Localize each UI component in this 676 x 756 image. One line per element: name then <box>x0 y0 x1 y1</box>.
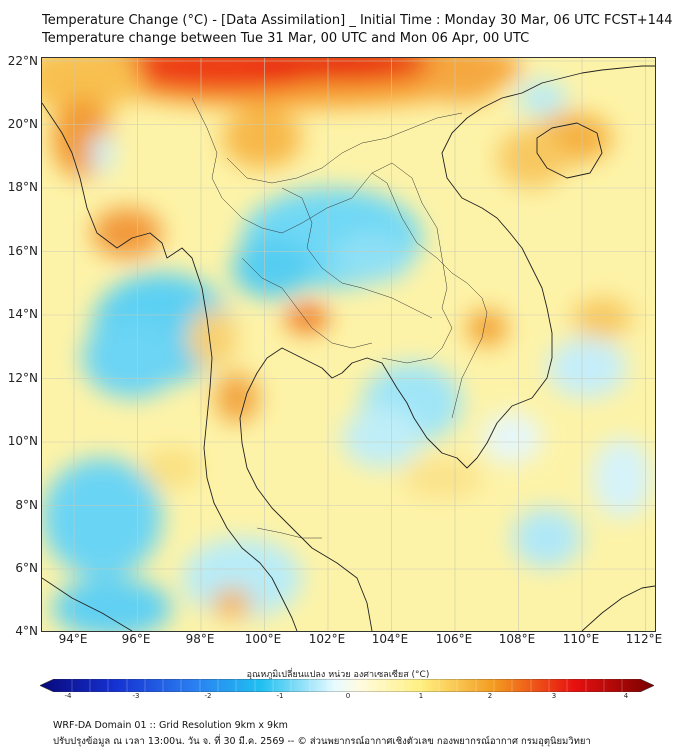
colorbar-tick-1: 1 <box>418 692 424 700</box>
temperature-field <box>42 58 652 631</box>
colorbar-tick-minus4: -4 <box>64 692 72 700</box>
lat-label-18n: 18°N <box>7 180 38 194</box>
lat-label-10n: 10°N <box>7 434 38 448</box>
lat-label-14n: 14°N <box>7 307 38 321</box>
lat-label-20n: 20°N <box>7 117 38 131</box>
lat-lon-grid <box>42 58 655 631</box>
lon-label-108e: 108°E <box>498 632 536 646</box>
colorbar-tick-minus2: -2 <box>204 692 212 700</box>
colorbar-tick-0: 0 <box>345 692 351 700</box>
lat-label-16n: 16°N <box>7 244 38 258</box>
map-canvas <box>42 58 655 631</box>
colorbar <box>40 679 654 692</box>
lat-label-6n: 6°N <box>15 561 38 575</box>
lon-label-94e: 94°E <box>58 632 88 646</box>
colorbar-tick-3: 3 <box>551 692 557 700</box>
chart-subtitle: Temperature change between Tue 31 Mar, 0… <box>42 31 530 46</box>
lon-label-110e: 110°E <box>562 632 600 646</box>
lon-label-100e: 100°E <box>244 632 282 646</box>
colorbar-tick-minus3: -3 <box>132 692 140 700</box>
lon-label-98e: 98°E <box>185 632 215 646</box>
country-borders <box>191 97 488 539</box>
colorbar-title: อุณหภูมิเปลี่ยนแปลง หน่วย องศาเซลเซียส (… <box>246 670 430 680</box>
temperature-change-map <box>41 57 656 632</box>
lon-label-112e: 112°E <box>625 632 663 646</box>
colorbar-tick-2: 2 <box>487 692 493 700</box>
colorbar-segments <box>71 679 623 692</box>
colorbar-tick-4: 4 <box>623 692 629 700</box>
lat-label-12n: 12°N <box>7 371 38 385</box>
lon-label-96e: 96°E <box>121 632 151 646</box>
chart-title: Temperature Change (°C) - [Data Assimila… <box>42 13 673 28</box>
colorbar-ramp <box>40 679 654 692</box>
lon-label-106e: 106°E <box>435 632 473 646</box>
lat-label-22n: 22°N <box>7 54 38 68</box>
coastlines <box>42 65 655 631</box>
lon-label-104e: 104°E <box>371 632 409 646</box>
lat-label-8n: 8°N <box>15 498 38 512</box>
footer-credit: ปรับปรุงข้อมูล ณ เวลา 13:00น. วัน จ. ที่… <box>53 736 591 747</box>
lon-label-102e: 102°E <box>308 632 346 646</box>
colorbar-tick-minus1: -1 <box>276 692 284 700</box>
lat-label-4n: 4°N <box>15 624 38 638</box>
footer-grid-info: WRF-DA Domain 01 :: Grid Resolution 9km … <box>53 720 288 731</box>
